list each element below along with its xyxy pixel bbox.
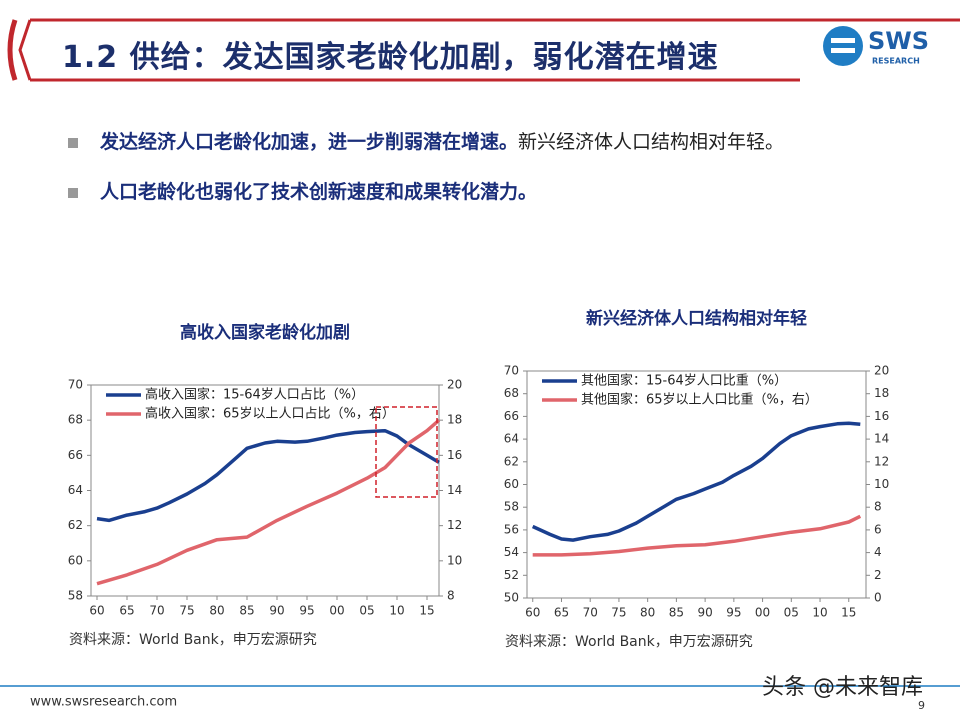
- y-tick-label: 62: [504, 454, 519, 468]
- chart-title: 高收入国家老龄化加剧: [180, 322, 350, 343]
- x-tick-label: 70: [583, 606, 598, 620]
- x-tick-label: 15: [841, 606, 856, 620]
- y-tick-label: 52: [504, 568, 519, 582]
- x-tick-label: 00: [755, 606, 770, 620]
- x-tick-label: 85: [669, 606, 684, 620]
- title-frame: [18, 18, 960, 82]
- x-tick-label: 75: [179, 604, 194, 618]
- x-tick-label: 85: [239, 604, 254, 618]
- legend-label: 其他国家：15-64岁人口比重（%）: [581, 373, 787, 389]
- x-tick-label: 60: [525, 606, 540, 620]
- y2-tick-label: 0: [874, 591, 882, 605]
- y-tick-label: 66: [68, 448, 83, 462]
- y2-tick-label: 8: [447, 589, 455, 603]
- legend-label: 高收入国家：65岁以上人口占比（%，右）: [145, 406, 395, 422]
- logo-mark: [823, 26, 863, 66]
- y-tick-label: 64: [68, 483, 83, 497]
- series-line: [532, 514, 862, 557]
- x-tick-label: 80: [640, 606, 655, 620]
- x-tick-label: 75: [611, 606, 626, 620]
- x-tick-label: 70: [149, 604, 164, 618]
- y2-tick-label: 14: [874, 432, 889, 446]
- y2-tick-label: 2: [874, 568, 882, 582]
- y-tick-label: 64: [504, 432, 519, 446]
- highlight-box: [375, 406, 438, 498]
- x-tick-label: 10: [389, 604, 404, 618]
- y2-tick-label: 18: [447, 413, 462, 427]
- chart-source: 资料来源：World Bank，申万宏源研究: [505, 634, 753, 650]
- x-tick-label: 80: [209, 604, 224, 618]
- y-tick-label: 68: [68, 413, 83, 427]
- y-tick-label: 66: [504, 409, 519, 423]
- y-tick-label: 54: [504, 545, 519, 559]
- x-tick-label: 15: [419, 604, 434, 618]
- x-tick-label: 05: [359, 604, 374, 618]
- legend-label: 高收入国家：15-64岁人口占比（%）: [145, 387, 364, 403]
- y-tick-label: 68: [504, 386, 519, 400]
- logo-stripe: [831, 38, 855, 43]
- y2-tick-label: 16: [874, 409, 889, 423]
- x-tick-label: 05: [784, 606, 799, 620]
- y-tick-label: 70: [504, 364, 519, 378]
- y2-tick-label: 10: [874, 477, 889, 491]
- y-tick-label: 70: [68, 378, 83, 392]
- bullet-bold: 人口老龄化也弱化了技术创新速度和成果转化潜力。: [100, 181, 538, 203]
- y2-tick-label: 12: [447, 518, 462, 532]
- x-tick-label: 00: [329, 604, 344, 618]
- bullet: 人口老龄化也弱化了技术创新速度和成果转化潜力。: [68, 177, 537, 204]
- logo-subtext: RESEARCH: [872, 57, 920, 66]
- x-tick-label: 65: [119, 604, 134, 618]
- y2-tick-label: 10: [447, 553, 462, 567]
- y-tick-label: 62: [68, 518, 83, 532]
- watermark: 头条 @未来智库: [762, 675, 923, 700]
- legend-label: 其他国家：65岁以上人口比重（%，右）: [581, 392, 818, 408]
- y2-tick-label: 20: [447, 378, 462, 392]
- y2-tick-label: 16: [447, 448, 462, 462]
- y-tick-label: 58: [68, 589, 83, 603]
- y2-tick-label: 6: [874, 522, 882, 536]
- title-bracket: [7, 19, 18, 81]
- y-tick-label: 56: [504, 522, 519, 536]
- series-line: [531, 421, 861, 542]
- series-line: [96, 418, 441, 586]
- slide-title: 1.2 供给：发达国家老龄化加剧，弱化潜在增速: [62, 40, 719, 75]
- logo-stripe: [831, 48, 855, 53]
- x-tick-label: 95: [726, 606, 741, 620]
- y2-tick-label: 14: [447, 483, 462, 497]
- page-number: 9: [918, 699, 925, 712]
- x-tick-label: 65: [554, 606, 569, 620]
- y2-tick-label: 8: [874, 500, 882, 514]
- bullet: 发达经济人口老龄化加速，进一步削弱潜在增速。新兴经济体人口结构相对年轻。: [68, 127, 784, 154]
- bullet-text: 新兴经济体人口结构相对年轻。: [518, 131, 785, 153]
- y-tick-label: 58: [504, 500, 519, 514]
- x-tick-label: 90: [697, 606, 712, 620]
- x-tick-label: 95: [299, 604, 314, 618]
- footer-url: www.swsresearch.com: [30, 695, 177, 710]
- chart-source: 资料来源：World Bank，申万宏源研究: [69, 632, 317, 648]
- x-tick-label: 10: [812, 606, 827, 620]
- y-tick-label: 60: [504, 477, 519, 491]
- logo-text: SWS: [868, 27, 929, 55]
- y2-tick-label: 12: [874, 454, 889, 468]
- x-tick-label: 90: [269, 604, 284, 618]
- x-tick-label: 60: [89, 604, 104, 618]
- y2-tick-label: 4: [874, 545, 882, 559]
- y2-tick-label: 20: [874, 364, 889, 378]
- series-line: [96, 428, 440, 523]
- bullet-bold: 发达经济人口老龄化加速，进一步削弱潜在增速。: [100, 131, 519, 153]
- chart-title: 新兴经济体人口结构相对年轻: [586, 308, 807, 329]
- y-tick-label: 60: [68, 553, 83, 567]
- y-tick-label: 50: [504, 591, 519, 605]
- y2-tick-label: 18: [874, 386, 889, 400]
